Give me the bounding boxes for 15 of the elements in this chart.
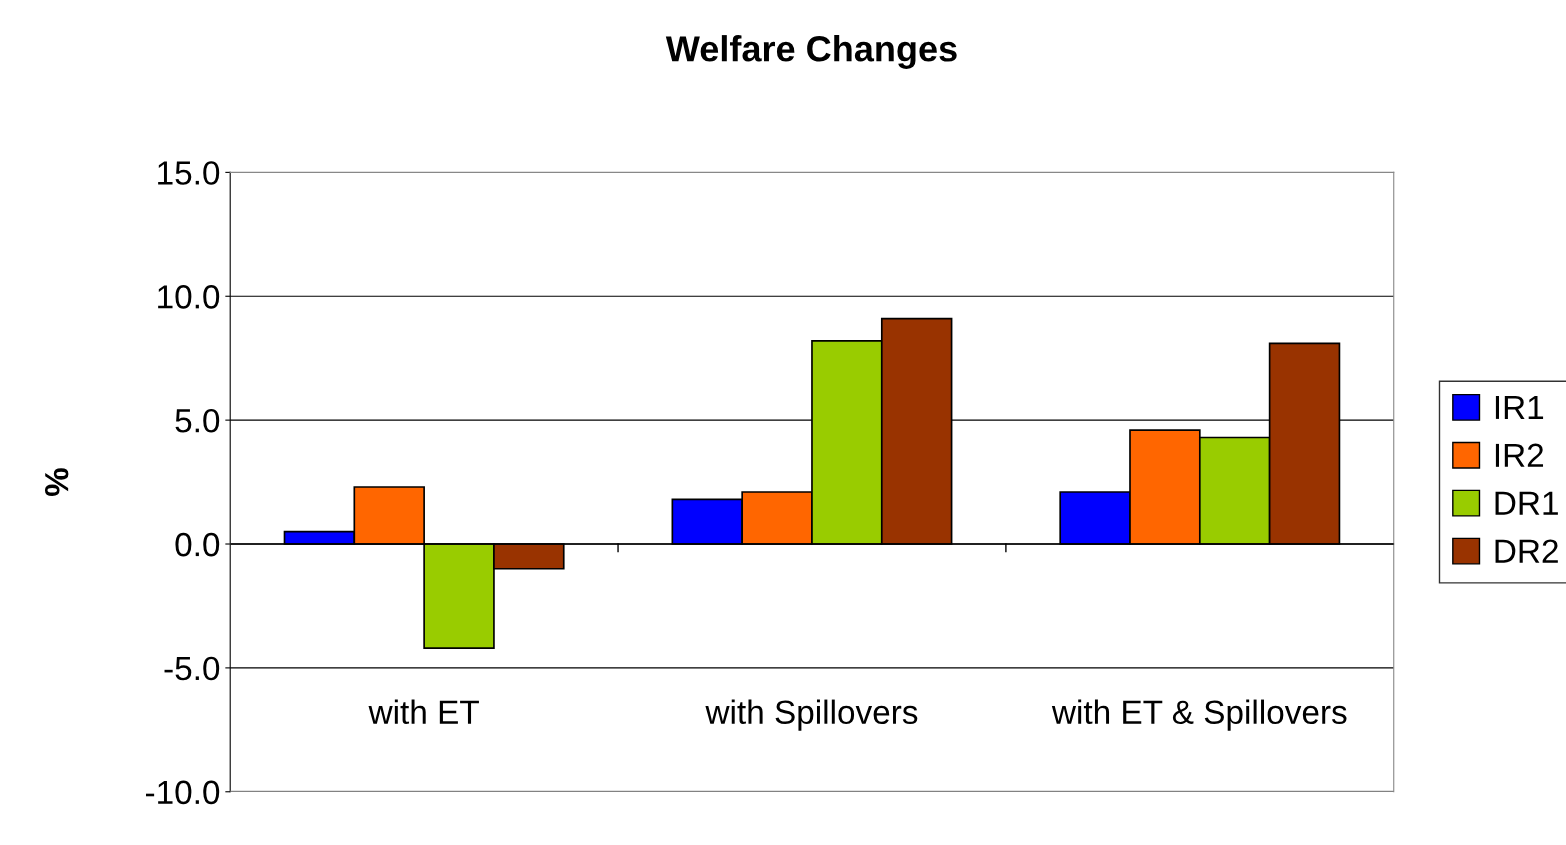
- x-tick-label: with ET & Spillovers: [1051, 699, 1347, 731]
- y-tick-label: 5.0: [175, 408, 220, 433]
- y-tick-label: 10.0: [158, 285, 220, 309]
- chart-title: Welfare Changes: [665, 35, 957, 69]
- x-tick-label: with Spillovers: [705, 699, 918, 731]
- legend-label: DR1: [1495, 491, 1558, 515]
- x-tick-label: with ET: [368, 699, 479, 724]
- legend-label: IR2: [1495, 443, 1544, 467]
- y-tick-label: -10.0: [145, 780, 220, 805]
- legend-label: IR1: [1495, 395, 1544, 419]
- y-tick-label: 0.0: [175, 532, 220, 557]
- y-tick-label: 15.0: [158, 161, 220, 185]
- y-axis-title: %: [44, 468, 69, 497]
- y-tick-label: -5.0: [164, 656, 220, 681]
- legend-label: DR2: [1495, 539, 1558, 563]
